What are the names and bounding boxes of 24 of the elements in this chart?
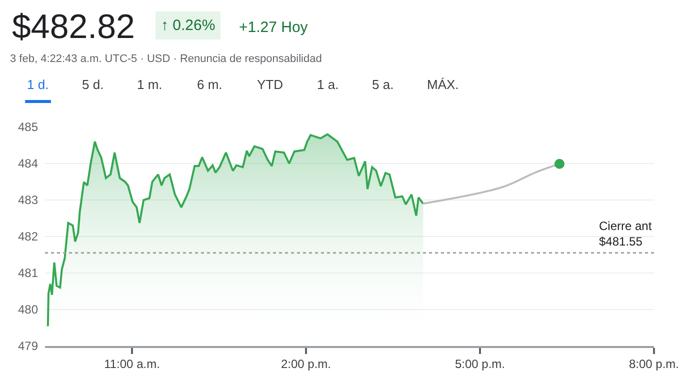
y-tick-label: 482 [18,230,38,244]
x-tick-label: 8:00 p.m. [628,357,680,372]
text: 6 m. [197,77,222,92]
text: ↑ 0.26% [161,17,216,34]
text: 5 a. [372,77,394,92]
x-tick-label: 5:00 p.m. [454,357,506,372]
y-tick-label: 479 [18,339,38,354]
text: 1 d. [27,77,49,92]
text: +1.27 Hoy [239,19,308,36]
chart-title: $482.82 [12,8,135,46]
y-tick-label: 480 [18,302,38,317]
text: 1 a. [317,77,339,92]
x-tick-label: 11:00 a.m. [104,357,160,372]
y-tick-label: 484 [18,156,38,171]
y-tick-label: 483 [18,193,38,208]
y-tick-label: 481 [18,266,38,280]
x-tick-label: 2:00 p.m. [280,357,332,372]
text: 1 m. [137,77,162,92]
chart-subtitle: 3 feb, 4:22:43 a.m. UTC-5 · USD · Renuncia de responsabilidad [10,53,322,65]
text: YTD [257,77,283,92]
y-tick-label: 485 [18,120,38,134]
text: MÁX. [427,77,459,92]
ref-line-label: Cierre ant $481.55 [599,219,652,249]
text: 5 d. [82,77,104,92]
